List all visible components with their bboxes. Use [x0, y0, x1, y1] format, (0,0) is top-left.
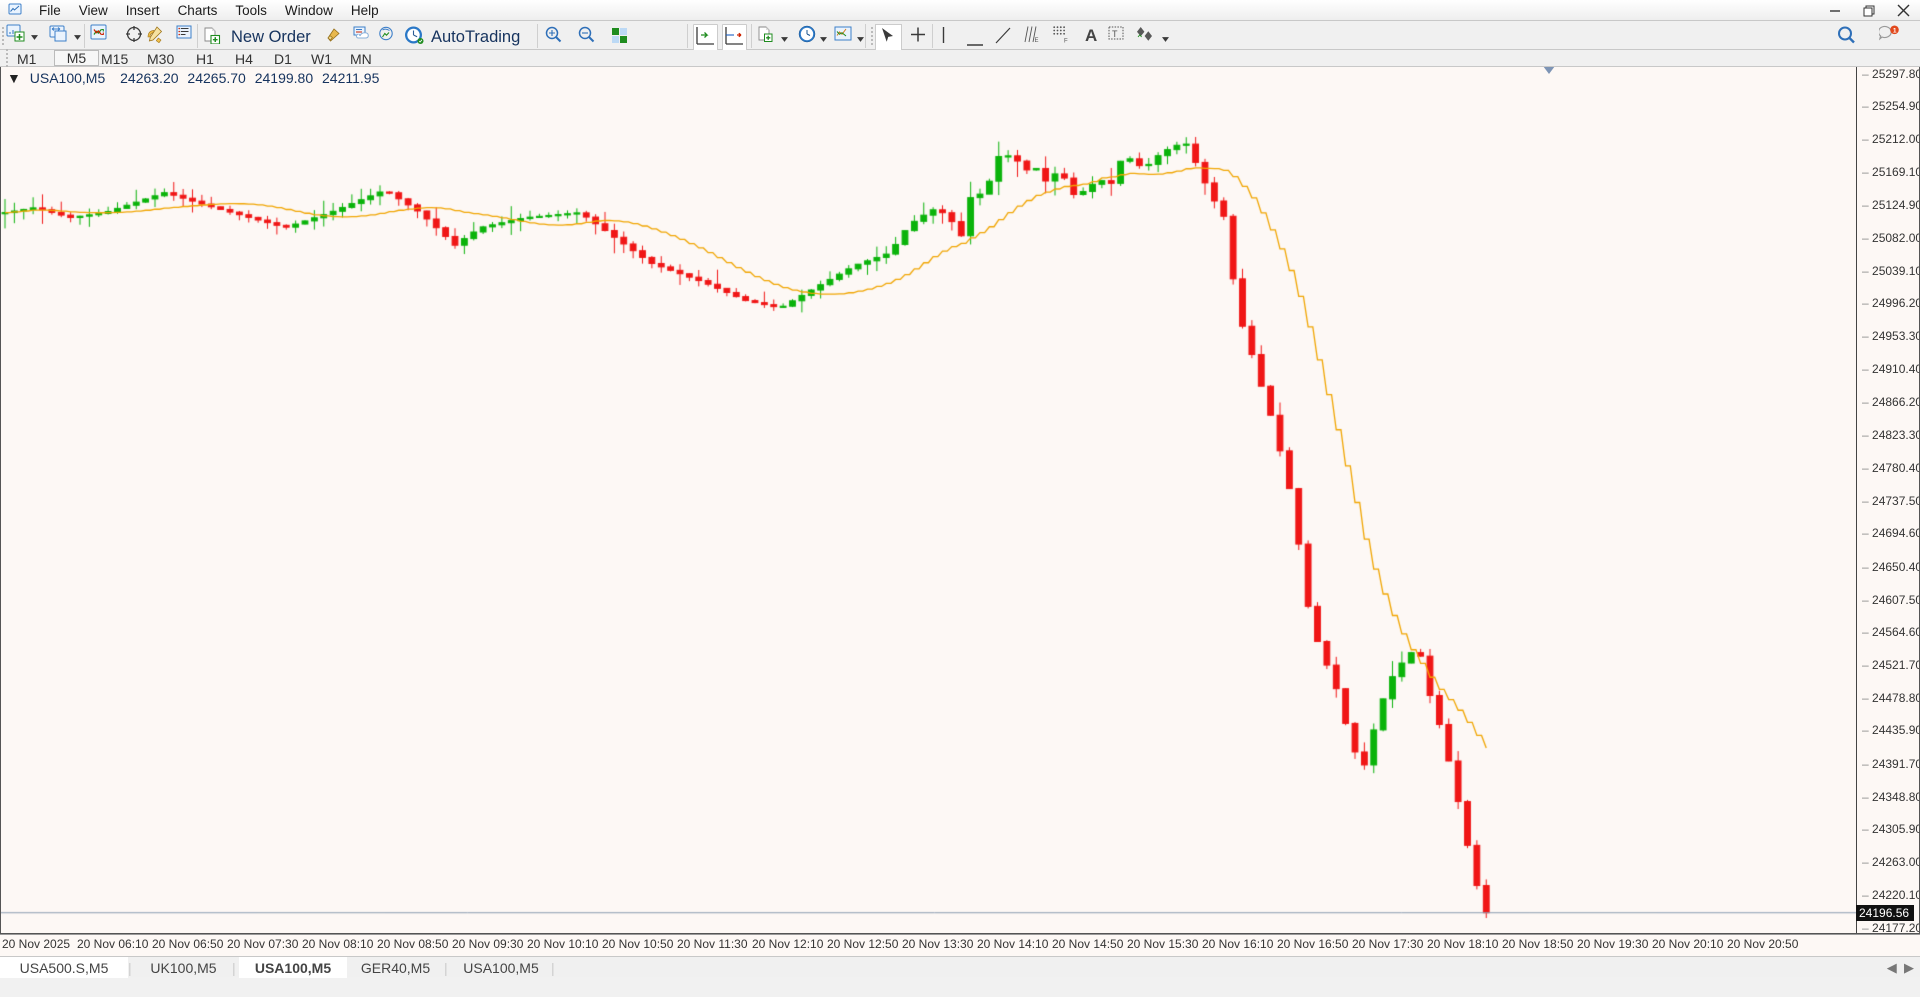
svg-text:1: 1 [1893, 28, 1897, 35]
svg-text:F: F [1064, 39, 1068, 44]
svg-text:E: E [1035, 38, 1039, 43]
svg-text:T: T [1112, 29, 1118, 39]
